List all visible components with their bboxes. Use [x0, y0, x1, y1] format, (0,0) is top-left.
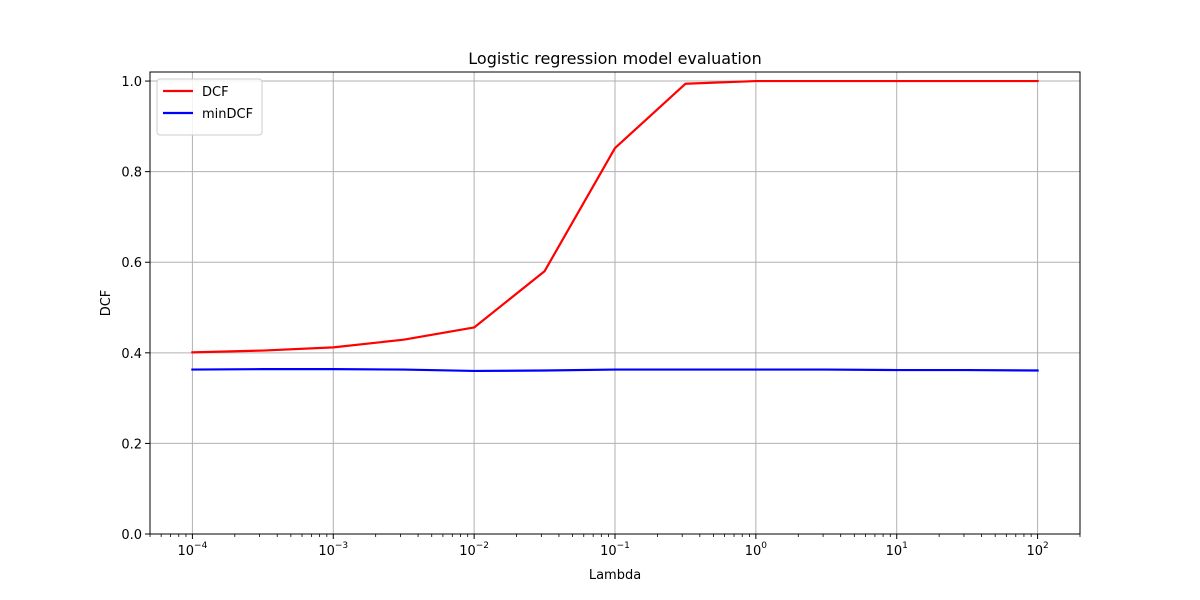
y-tick-label: 0.4 [121, 347, 142, 362]
legend: DCF minDCF [156, 78, 263, 136]
y-tick-label: 0.6 [121, 256, 142, 271]
series-line-mindcf [191, 368, 1039, 373]
axis-ticks: 10−4 10−3 10−2 10−1 100 101 102 0.0 0.2 0.4 0.6 0.8… [121, 75, 1081, 559]
x-axis-label: Lambda [589, 568, 641, 583]
y-tick-label: 0.8 [121, 166, 142, 181]
legend-label-mindcf: minDCF [202, 107, 253, 122]
y-tick-label: 1.0 [121, 75, 142, 90]
x-tick-label: 102 [1026, 541, 1048, 559]
series-lines [191, 79, 1039, 373]
y-tick-label: 0.2 [121, 437, 142, 452]
y-tick-label: 0.0 [121, 528, 142, 543]
chart-title: Logistic regression model evaluation [468, 49, 761, 68]
series-line-dcf [191, 79, 1039, 354]
x-tick-label: 10−2 [459, 541, 489, 559]
x-tick-label: 100 [745, 541, 768, 559]
x-tick-label: 10−1 [600, 541, 630, 559]
legend-box [156, 78, 263, 136]
x-tick-label: 10−3 [318, 541, 348, 559]
x-tick-label: 10−4 [177, 541, 207, 559]
legend-label-dcf: DCF [202, 85, 229, 100]
x-tick-label: 101 [886, 541, 908, 559]
y-axis-label: DCF [99, 290, 114, 317]
